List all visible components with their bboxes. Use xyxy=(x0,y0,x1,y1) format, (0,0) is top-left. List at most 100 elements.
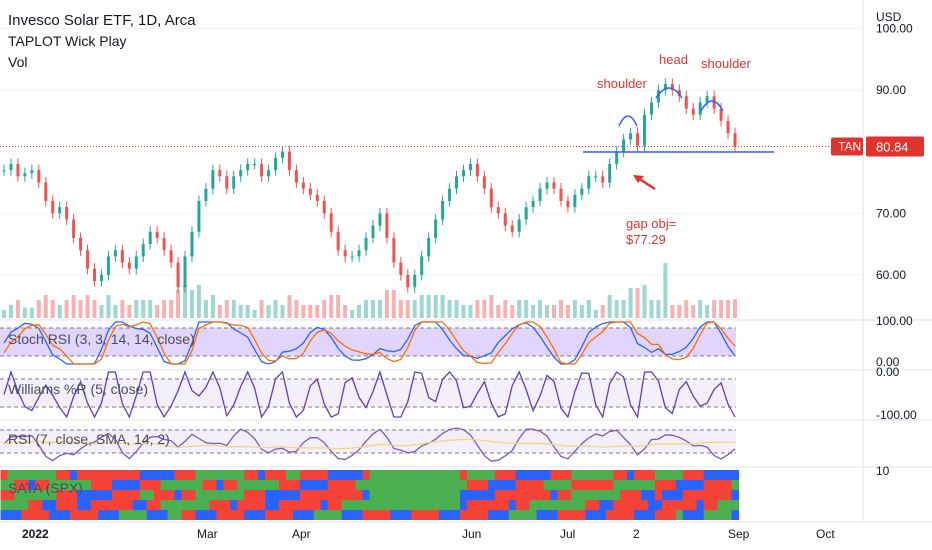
sata-cell xyxy=(404,470,412,480)
stoch-rsi-label[interactable]: Stoch RSI (3, 3, 14, 14, close) xyxy=(8,331,195,347)
sata-cell xyxy=(223,490,231,500)
volume-bar xyxy=(649,300,654,318)
sata-cell xyxy=(585,490,593,500)
sata-cell xyxy=(717,500,726,510)
volume-bar xyxy=(586,300,591,318)
sata-cell xyxy=(91,470,99,480)
sata-cell xyxy=(0,490,9,500)
sata-cell xyxy=(306,470,315,480)
sata-cell xyxy=(543,480,552,490)
candle xyxy=(72,213,76,244)
volume-bar xyxy=(169,300,174,318)
sata-cell xyxy=(216,500,224,510)
sata-cell xyxy=(125,470,134,480)
sata-cell xyxy=(432,510,440,520)
sata-cell xyxy=(647,490,656,500)
sata-cell xyxy=(320,490,329,500)
sata-cell xyxy=(334,500,343,510)
candle-body xyxy=(274,157,278,171)
sata-cell xyxy=(278,500,287,510)
sata-cell xyxy=(14,480,23,490)
sata-cell xyxy=(292,470,301,480)
volume-bar xyxy=(489,295,494,318)
sata-cell xyxy=(550,480,559,490)
sata-cell xyxy=(599,500,607,510)
candle-body xyxy=(204,188,208,201)
sata-cell xyxy=(717,510,726,520)
sata-cell xyxy=(654,490,663,500)
candle-body xyxy=(587,176,591,189)
candle-body xyxy=(176,262,180,288)
sata-cell xyxy=(634,500,642,510)
sata-cell xyxy=(341,470,350,480)
sata-cell xyxy=(230,470,238,480)
volume-bar xyxy=(398,300,403,318)
sata-cell xyxy=(118,480,127,490)
candle xyxy=(9,158,13,176)
sata-cell xyxy=(466,500,475,510)
sata-cell xyxy=(265,510,273,520)
sata-cell xyxy=(14,500,23,510)
volume-bar xyxy=(551,305,556,318)
sata-cell xyxy=(675,470,684,480)
candle xyxy=(162,232,166,256)
volume-bar xyxy=(558,300,563,318)
sata-cell xyxy=(508,470,517,480)
sata-cell xyxy=(627,510,635,520)
sata-cell xyxy=(383,510,391,520)
sata-cell xyxy=(661,470,670,480)
annotation-gap-value: $77.29 xyxy=(626,232,666,247)
candle xyxy=(51,195,55,219)
williams-r-label[interactable]: Williams %R (5, close) xyxy=(8,381,149,397)
sata-cell xyxy=(682,500,691,510)
sata-cell xyxy=(522,490,531,500)
sata-cell xyxy=(390,470,398,480)
rsi-label[interactable]: RSI (7, close, SMA, 14, 2) xyxy=(8,431,170,447)
volume-label[interactable]: Vol xyxy=(8,54,28,70)
sata-cell xyxy=(28,480,36,490)
candle-body xyxy=(190,231,194,257)
candle-body xyxy=(350,256,354,258)
candle-body xyxy=(615,151,619,164)
sata-cell xyxy=(418,510,426,520)
sata-cell xyxy=(432,490,440,500)
sata-cell xyxy=(439,500,447,510)
volume-bar xyxy=(503,300,508,318)
sata-cell xyxy=(153,500,162,510)
sata-cell xyxy=(369,480,378,490)
sata-cell xyxy=(689,500,698,510)
sata-cell xyxy=(515,510,524,520)
sata-cell xyxy=(529,510,538,520)
sata-cell xyxy=(272,470,280,480)
sata-cell xyxy=(0,500,9,510)
candle xyxy=(287,146,291,176)
volume-bar xyxy=(405,300,410,318)
sata-cell xyxy=(543,500,552,510)
candle xyxy=(712,90,716,115)
sata-cell xyxy=(278,510,287,520)
sata-cell xyxy=(77,480,85,490)
sata-cell xyxy=(404,500,412,510)
sata-cell xyxy=(28,500,36,510)
sata-cell xyxy=(592,470,600,480)
time-tick-label: Mar xyxy=(197,527,218,541)
sata-cell xyxy=(654,510,663,520)
sata-cell xyxy=(188,510,197,520)
volume-bar xyxy=(635,288,640,318)
sata-cell xyxy=(494,470,503,480)
candle-body xyxy=(691,108,695,115)
candle xyxy=(392,232,396,269)
sata-label[interactable]: SATA (SPX) xyxy=(8,480,83,496)
price-tag-symbol-box xyxy=(831,137,863,156)
sata-cell xyxy=(661,480,670,490)
sata-cell xyxy=(508,480,517,490)
candle xyxy=(16,158,20,182)
price-axis: 60.0070.0080.0090.00100.00USDTAN80.84100… xyxy=(831,0,924,522)
sata-cell xyxy=(703,490,712,500)
williams-line xyxy=(3,369,736,419)
volume-bar xyxy=(196,285,201,318)
sata-cell xyxy=(404,480,412,490)
study-label[interactable]: TAPLOT Wick Play xyxy=(8,33,127,49)
sata-cell xyxy=(557,470,566,480)
